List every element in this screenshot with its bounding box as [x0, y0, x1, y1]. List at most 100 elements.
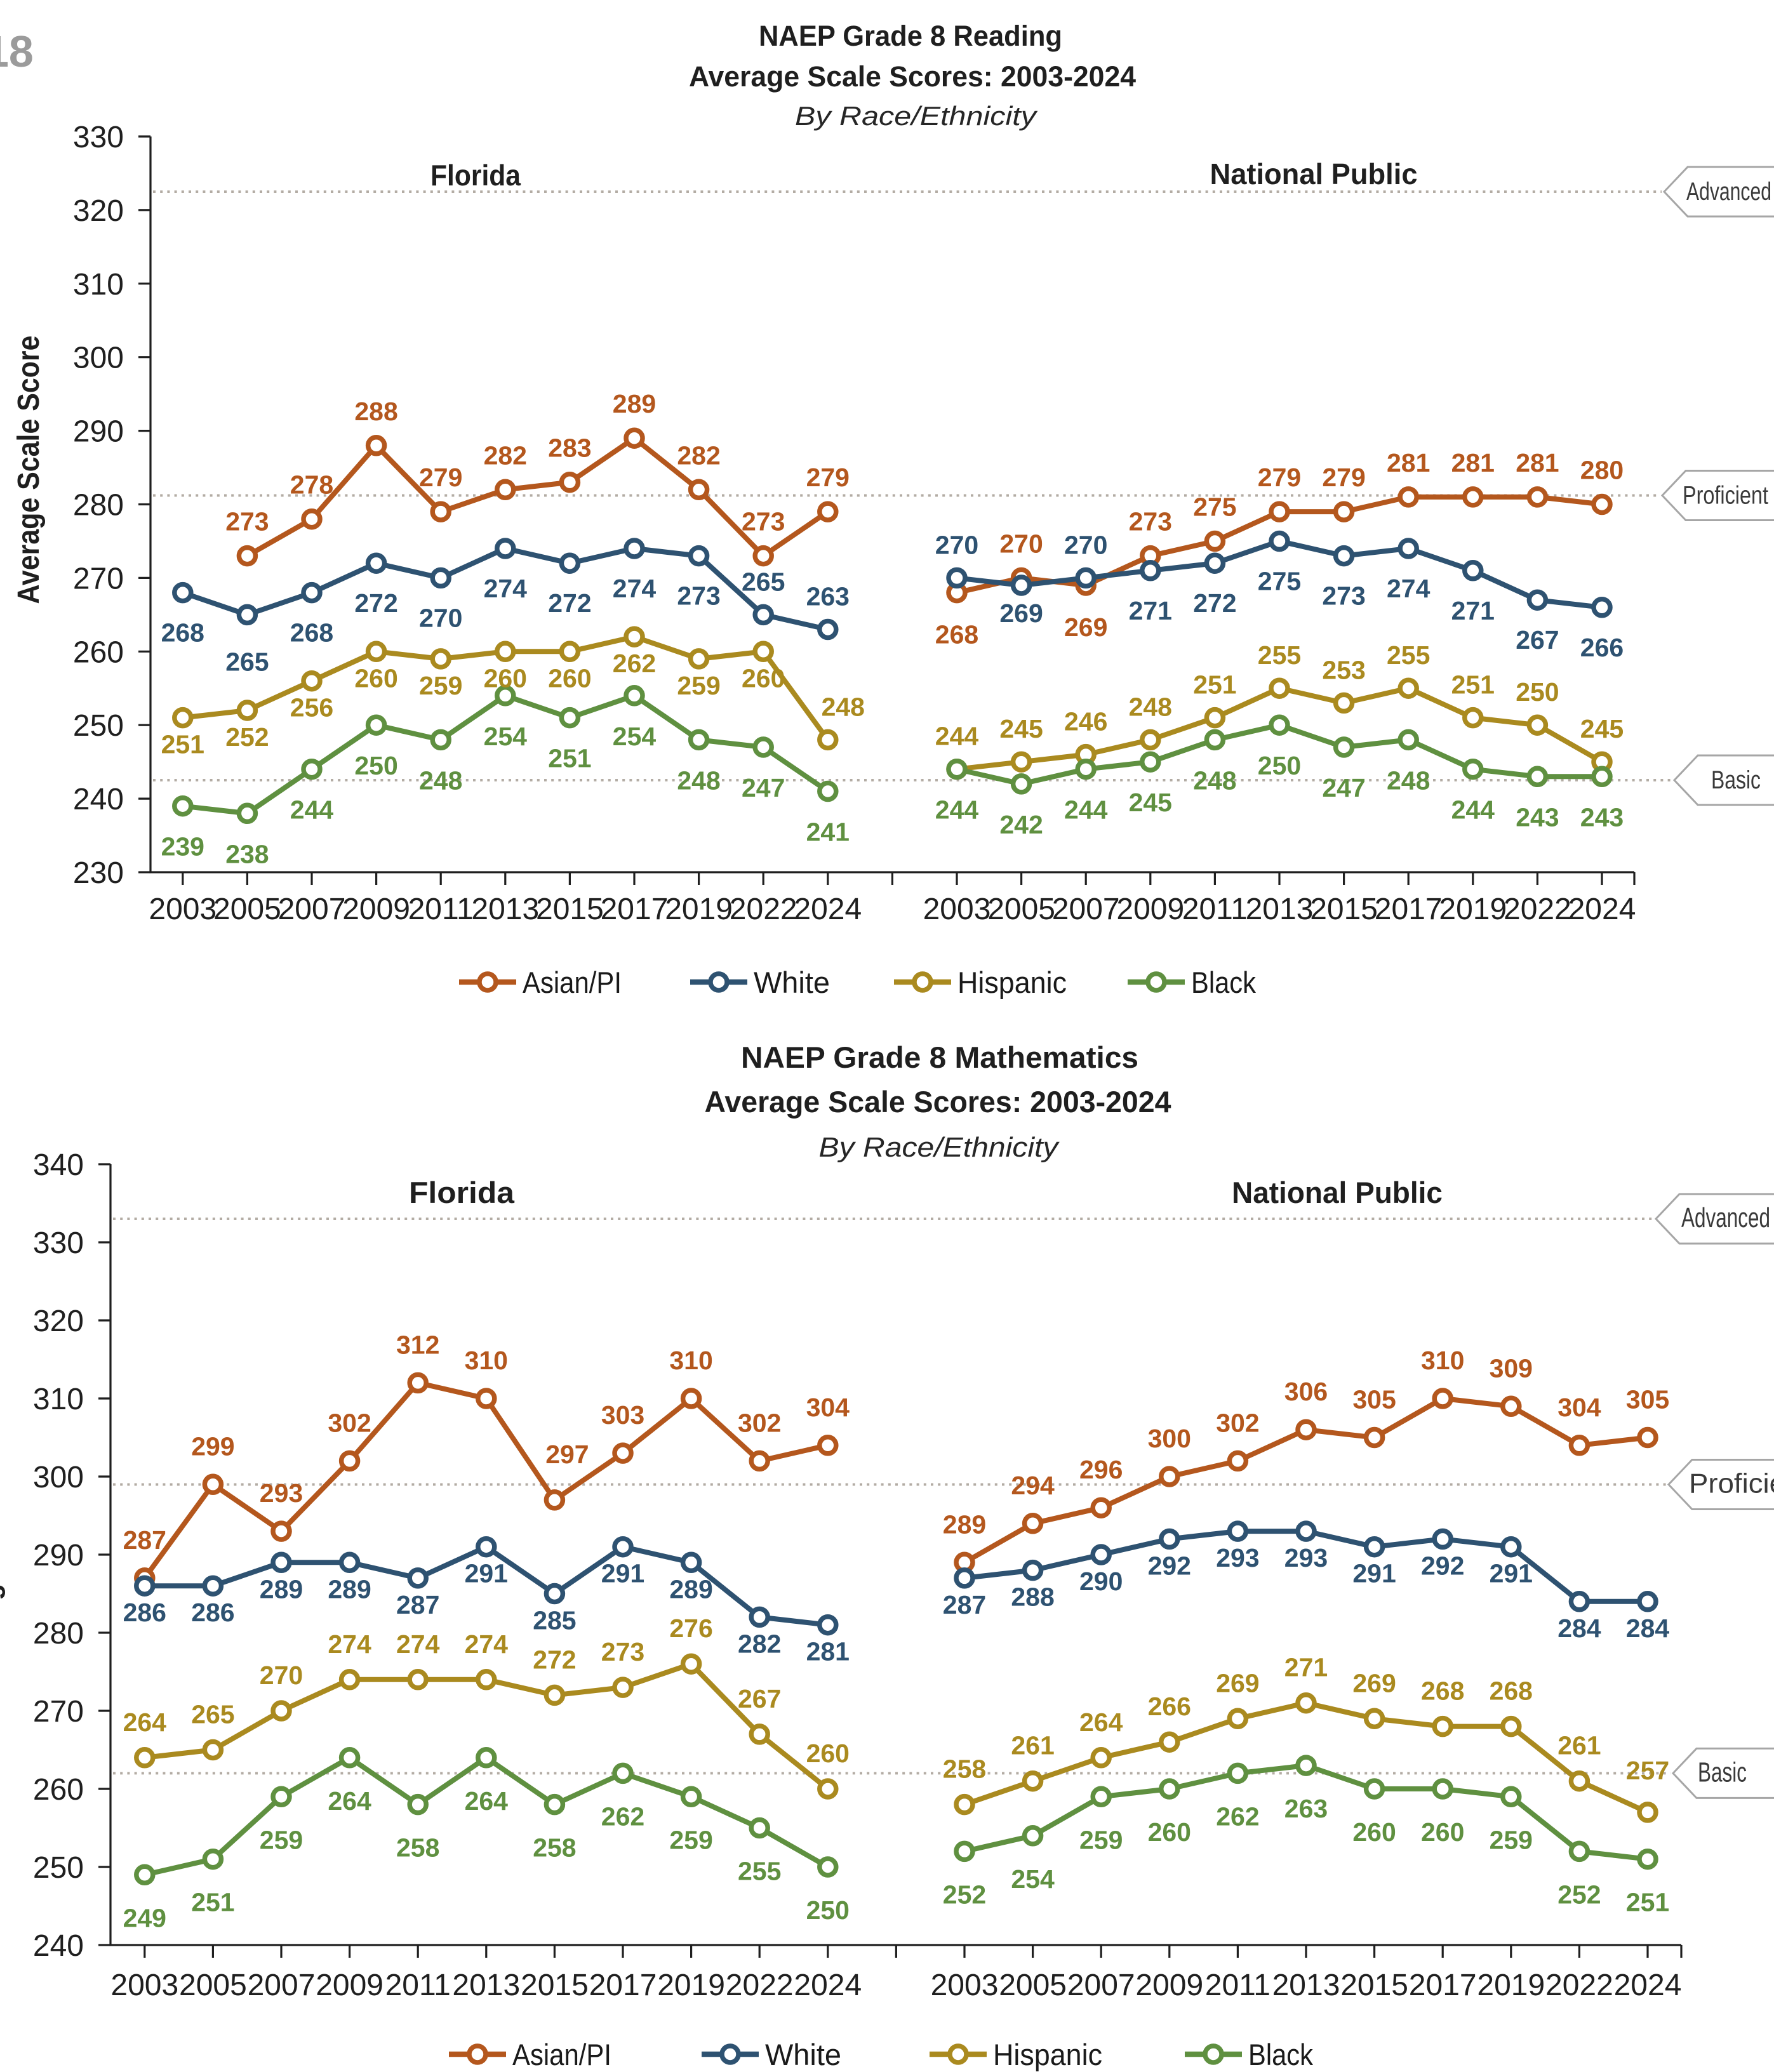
svg-text:302: 302 — [738, 1408, 781, 1437]
svg-text:288: 288 — [1011, 1583, 1054, 1612]
svg-text:239: 239 — [161, 832, 204, 861]
svg-text:269: 269 — [999, 599, 1043, 628]
svg-text:300: 300 — [1148, 1424, 1191, 1453]
svg-text:293: 293 — [260, 1478, 303, 1508]
svg-text:275: 275 — [1193, 493, 1236, 522]
svg-text:2011: 2011 — [1182, 893, 1248, 926]
svg-text:2003: 2003 — [149, 893, 217, 926]
svg-text:245: 245 — [999, 714, 1043, 743]
svg-text:267: 267 — [738, 1684, 781, 1713]
svg-text:288: 288 — [354, 397, 397, 426]
svg-text:2007: 2007 — [278, 893, 346, 926]
svg-text:261: 261 — [1011, 1731, 1054, 1760]
svg-text:291: 291 — [1352, 1559, 1396, 1588]
svg-text:297: 297 — [545, 1440, 589, 1469]
svg-text:2017: 2017 — [589, 1969, 657, 2002]
svg-text:260: 260 — [742, 663, 785, 693]
svg-text:252: 252 — [943, 1880, 986, 1909]
svg-text:Advanced: Advanced — [1681, 1202, 1770, 1233]
svg-text:285: 285 — [533, 1606, 576, 1635]
svg-text:Proficient: Proficient — [1683, 482, 1768, 510]
svg-text:By Race/Ethnicity: By Race/Ethnicity — [795, 101, 1038, 131]
svg-text:244: 244 — [1451, 795, 1495, 825]
svg-text:272: 272 — [533, 1645, 576, 1674]
svg-text:2015: 2015 — [521, 1969, 589, 2002]
svg-text:2005: 2005 — [987, 893, 1055, 926]
svg-text:243: 243 — [1516, 802, 1559, 832]
svg-text:281: 281 — [1387, 448, 1430, 477]
svg-text:284: 284 — [1626, 1614, 1670, 1643]
svg-text:Average Scale Scores: 2003-202: Average Scale Scores: 2003-2024 — [689, 60, 1136, 93]
svg-text:278: 278 — [290, 470, 333, 500]
svg-text:259: 259 — [1079, 1825, 1123, 1854]
svg-text:2013: 2013 — [1246, 893, 1314, 926]
svg-text:251: 251 — [1626, 1888, 1669, 1917]
svg-text:250: 250 — [1258, 751, 1301, 780]
svg-text:312: 312 — [396, 1330, 439, 1359]
svg-text:274: 274 — [328, 1630, 371, 1659]
svg-text:2015: 2015 — [1340, 1969, 1408, 2002]
svg-text:260: 260 — [73, 635, 124, 669]
svg-text:Basic: Basic — [1711, 766, 1761, 794]
svg-text:247: 247 — [1322, 773, 1365, 802]
svg-text:262: 262 — [1216, 1802, 1259, 1831]
svg-text:White: White — [754, 966, 830, 999]
svg-text:2015: 2015 — [536, 893, 604, 926]
svg-text:264: 264 — [465, 1786, 509, 1816]
svg-text:254: 254 — [613, 722, 657, 751]
svg-text:290: 290 — [33, 1539, 84, 1572]
svg-text:300: 300 — [73, 342, 124, 375]
svg-text:250: 250 — [806, 1896, 850, 1925]
svg-text:281: 281 — [806, 1637, 850, 1666]
svg-text:2017: 2017 — [601, 893, 669, 926]
svg-text:282: 282 — [677, 441, 720, 470]
svg-text:250: 250 — [33, 1851, 84, 1885]
svg-text:251: 251 — [191, 1888, 234, 1917]
svg-text:2017: 2017 — [1375, 893, 1443, 926]
svg-text:252: 252 — [1557, 1880, 1601, 1909]
svg-text:276: 276 — [669, 1614, 712, 1643]
svg-text:248: 248 — [1387, 766, 1430, 795]
svg-text:260: 260 — [1352, 1817, 1396, 1847]
svg-text:248: 248 — [1193, 766, 1236, 795]
svg-text:310: 310 — [465, 1346, 508, 1375]
svg-text:270: 270 — [935, 530, 978, 559]
svg-text:289: 289 — [613, 389, 656, 418]
svg-text:273: 273 — [1129, 507, 1172, 536]
svg-text:269: 269 — [1352, 1668, 1396, 1697]
svg-text:251: 251 — [1193, 670, 1236, 700]
svg-text:254: 254 — [484, 722, 528, 751]
svg-text:262: 262 — [613, 649, 656, 678]
svg-text:268: 268 — [1490, 1677, 1533, 1706]
svg-text:265: 265 — [225, 647, 269, 676]
svg-text:244: 244 — [935, 795, 979, 825]
svg-text:2011: 2011 — [1205, 1969, 1270, 2002]
svg-text:266: 266 — [1580, 633, 1624, 662]
svg-text:Black: Black — [1191, 966, 1256, 999]
svg-text:2007: 2007 — [1067, 1969, 1135, 2002]
svg-text:256: 256 — [290, 693, 333, 722]
svg-text:291: 291 — [1490, 1559, 1533, 1588]
svg-text:National Public: National Public — [1232, 1176, 1443, 1209]
svg-text:248: 248 — [1129, 692, 1172, 721]
svg-text:274: 274 — [396, 1630, 440, 1659]
svg-text:2024: 2024 — [1568, 893, 1636, 926]
svg-text:259: 259 — [419, 671, 462, 700]
svg-text:18: 18 — [0, 27, 34, 76]
svg-text:2019: 2019 — [657, 1969, 725, 2002]
svg-text:291: 291 — [601, 1559, 644, 1588]
svg-text:250: 250 — [1516, 677, 1559, 707]
svg-text:2022: 2022 — [1504, 893, 1571, 926]
svg-text:310: 310 — [669, 1346, 712, 1375]
svg-text:270: 270 — [33, 1695, 84, 1729]
svg-text:2007: 2007 — [248, 1969, 316, 2002]
svg-text:280: 280 — [73, 489, 124, 522]
svg-text:Proficient: Proficient — [1689, 1468, 1774, 1499]
svg-text:259: 259 — [1490, 1825, 1533, 1854]
svg-text:2007: 2007 — [1052, 893, 1120, 926]
svg-text:Black: Black — [1248, 2038, 1313, 2071]
svg-text:245: 245 — [1580, 714, 1624, 743]
svg-text:289: 289 — [943, 1510, 986, 1539]
svg-text:274: 274 — [1387, 574, 1431, 603]
svg-text:2024: 2024 — [794, 893, 862, 926]
